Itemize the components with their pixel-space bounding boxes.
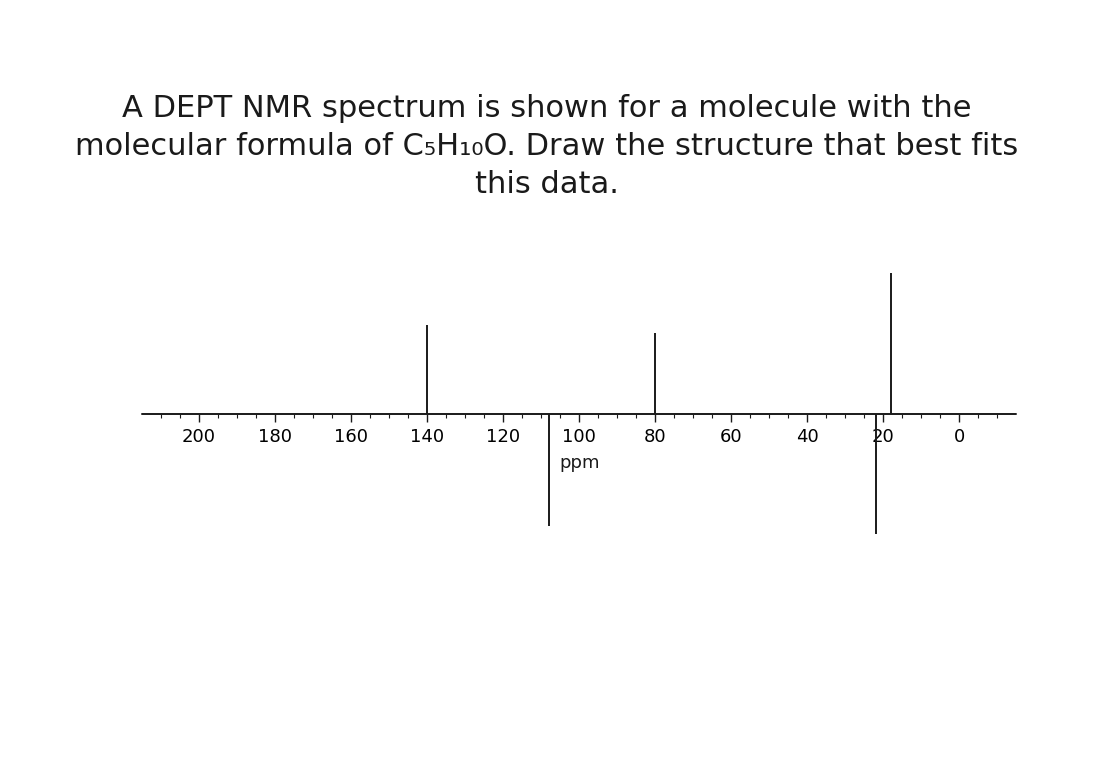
Text: A DEPT NMR spectrum is shown for a molecule with the
molecular formula of C₅H₁₀O: A DEPT NMR spectrum is shown for a molec… (75, 93, 1018, 199)
X-axis label: ppm: ppm (559, 454, 600, 472)
